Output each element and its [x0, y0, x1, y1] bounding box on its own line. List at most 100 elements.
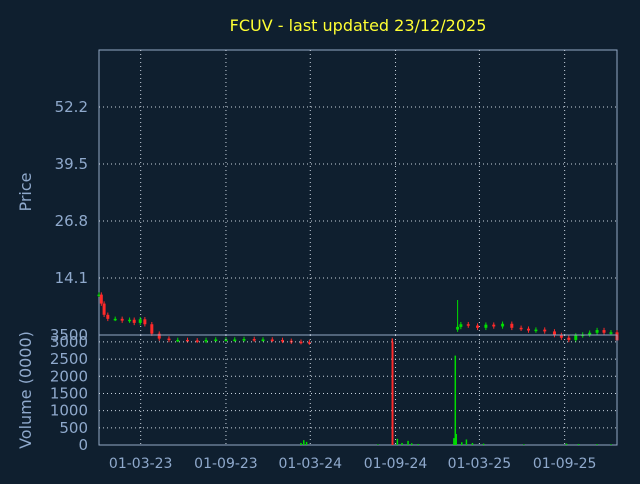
volume-y-tick-label: 2000 — [50, 367, 88, 385]
price-y-tick-label: 3500 — [50, 326, 88, 344]
volume-bar — [453, 438, 455, 445]
volume-frame — [98, 334, 618, 446]
price-candle — [242, 339, 246, 341]
x-tick-label: 01-03-24 — [279, 456, 343, 472]
volume-y-tick-label: 1000 — [50, 402, 88, 420]
price-frame — [98, 49, 618, 336]
price-candle — [609, 332, 613, 334]
volume-bar — [391, 341, 394, 445]
volume-bar — [471, 442, 474, 445]
price-candle — [567, 337, 571, 340]
price-candle — [519, 327, 523, 330]
price-candle — [97, 294, 101, 297]
x-tick-labels: 01-03-23 01-09-23 01-03-24 01-09-24 01-03-25… — [109, 456, 596, 472]
x-tick-label: 01-03-23 — [109, 456, 173, 472]
volume-bar — [454, 355, 457, 445]
price-candle — [510, 323, 514, 328]
volume-bar — [396, 438, 399, 445]
volume-bar — [407, 440, 409, 445]
volume-y-tick-label: 3000 — [50, 333, 88, 351]
price-candle — [252, 339, 256, 341]
volume-bar — [417, 443, 419, 445]
price-candle — [484, 324, 488, 328]
price-candle — [595, 330, 599, 333]
price-candle — [157, 333, 161, 339]
volume-bar — [565, 443, 568, 445]
price-panel: 52.2 39.5 26.8 14.1 3500 Price — [16, 49, 619, 345]
volume-bar — [377, 444, 379, 445]
volume-gridlines — [99, 335, 617, 445]
price-candle — [574, 335, 578, 340]
volume-y-tick-label: 500 — [59, 419, 88, 437]
price-candle — [492, 324, 496, 327]
price-candle — [534, 329, 538, 332]
price-candle — [120, 318, 124, 321]
price-candle — [224, 339, 228, 341]
volume-bar — [610, 444, 612, 445]
price-candle — [132, 319, 136, 323]
price-candle — [602, 330, 606, 333]
price-gridlines — [99, 50, 617, 335]
price-candle — [459, 324, 463, 327]
volume-bar — [465, 439, 468, 445]
price-candle — [552, 331, 556, 335]
price-candle — [143, 319, 147, 325]
volume-y-tick-label: 0 — [78, 436, 88, 454]
price-candle — [466, 324, 470, 326]
x-tick-label: 01-09-23 — [194, 456, 258, 472]
volume-bar — [482, 443, 485, 445]
price-y-tick-label: 39.5 — [55, 155, 88, 173]
volume-bar — [523, 444, 525, 445]
volume-bar — [401, 442, 403, 445]
price-candle — [588, 332, 592, 335]
price-candle — [167, 338, 171, 341]
price-candle — [299, 341, 303, 344]
volume-bar — [300, 442, 302, 445]
x-tick-label: 01-09-25 — [533, 456, 597, 472]
price-y-tick-label: 52.2 — [55, 98, 88, 116]
price-candle — [307, 342, 311, 344]
volume-bar — [596, 444, 598, 445]
price-y-tick-label: 14.1 — [55, 269, 88, 287]
volume-bars — [300, 338, 612, 445]
price-candle — [233, 339, 237, 341]
price-candle — [99, 294, 103, 304]
price-candle — [102, 303, 106, 315]
volume-y-tick-label: 2500 — [50, 350, 88, 368]
volume-bar — [577, 443, 580, 445]
x-tick-label: 01-09-24 — [364, 456, 428, 472]
price-candle — [204, 339, 208, 342]
price-candle — [128, 319, 132, 322]
price-candle — [150, 324, 154, 334]
volume-bar — [455, 434, 457, 445]
price-candle — [176, 339, 180, 342]
price-candle — [527, 328, 531, 331]
volume-bar — [461, 442, 463, 445]
price-candles — [97, 292, 619, 345]
price-candle — [456, 326, 460, 330]
volume-bar — [305, 441, 308, 445]
volume-bar — [410, 443, 413, 445]
price-y-tick-label: 26.8 — [55, 212, 88, 230]
chart-title: FCUV - last updated 23/12/2025 — [230, 16, 487, 35]
volume-bar — [303, 440, 305, 445]
price-candle — [185, 339, 189, 342]
price-candle — [270, 339, 274, 341]
x-tick-label: 01-03-25 — [448, 456, 512, 472]
price-candle — [106, 314, 110, 319]
price-candle — [543, 329, 547, 332]
price-candle — [261, 339, 265, 341]
price-axis-label: Price — [16, 172, 35, 211]
price-candle — [113, 318, 117, 321]
volume-y-tick-label: 1500 — [50, 384, 88, 402]
price-candle — [501, 323, 505, 327]
price-candle — [559, 335, 563, 338]
price-candle — [280, 339, 284, 342]
price-y-tick-labels: 52.2 39.5 26.8 14.1 3500 — [50, 98, 88, 344]
price-candle — [214, 339, 218, 341]
price-candle — [138, 319, 142, 323]
price-candle — [195, 340, 199, 342]
